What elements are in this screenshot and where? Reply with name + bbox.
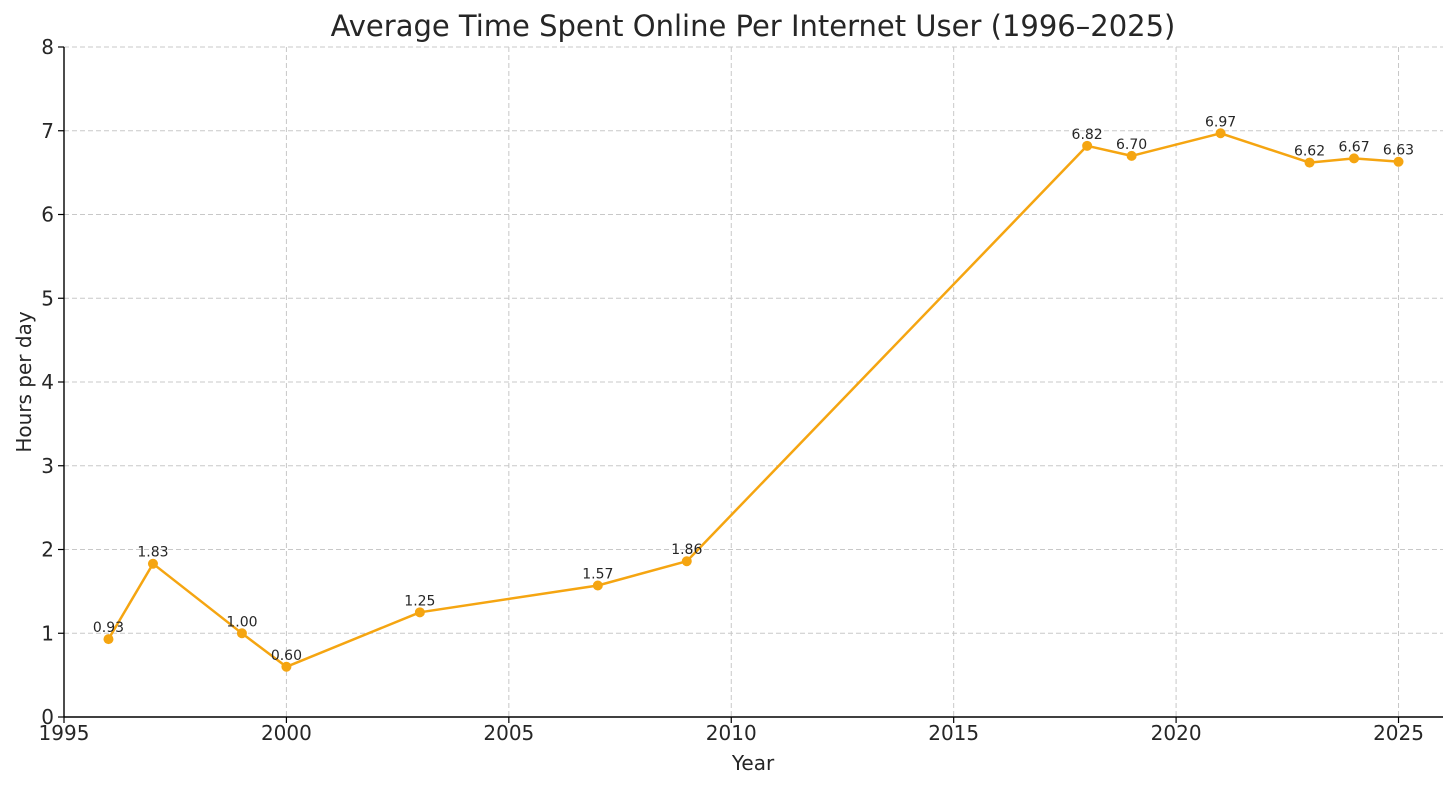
grid xyxy=(63,46,1443,717)
data-point xyxy=(1215,128,1226,139)
data-label: 6.67 xyxy=(1338,139,1369,155)
x-axis-label: Year xyxy=(731,751,775,775)
series-line xyxy=(107,132,1399,669)
data-point xyxy=(1349,153,1360,164)
chart-title: Average Time Spent Online Per Internet U… xyxy=(331,9,1176,43)
y-tick-label: 4 xyxy=(41,370,54,394)
x-tick-label: 2025 xyxy=(1373,721,1424,745)
data-point xyxy=(414,607,425,618)
y-tick-label: 2 xyxy=(41,538,54,562)
data-point xyxy=(1082,140,1093,151)
data-point xyxy=(1126,150,1137,161)
y-tick-label: 0 xyxy=(41,705,54,729)
x-tick-label: 1995 xyxy=(39,721,90,745)
y-tick-label: 8 xyxy=(41,35,54,59)
x-axis-ticks: 1995 2000 2005 2010 2015 2020 2025 xyxy=(39,717,1424,745)
y-tick-label: 5 xyxy=(41,286,54,310)
data-label: 6.62 xyxy=(1294,144,1325,160)
data-label: 6.82 xyxy=(1072,127,1103,143)
data-labels: 0.93 1.83 1.00 0.60 1.25 1.57 1.86 6.82 6.70 6.97… xyxy=(93,114,1414,663)
data-label: 1.86 xyxy=(671,542,702,558)
data-point xyxy=(681,556,692,567)
data-point xyxy=(236,628,247,639)
data-label: 0.93 xyxy=(93,620,124,636)
data-label: 6.97 xyxy=(1205,114,1236,130)
data-label: 1.25 xyxy=(404,593,435,609)
data-label: 6.70 xyxy=(1116,137,1147,153)
data-point xyxy=(147,558,158,569)
data-point xyxy=(103,634,114,645)
data-label: 0.60 xyxy=(271,648,302,664)
y-axis-label: Hours per day xyxy=(12,311,36,452)
data-label: 6.63 xyxy=(1383,143,1414,159)
y-tick-label: 1 xyxy=(41,621,54,645)
x-tick-label: 2010 xyxy=(706,721,757,745)
y-tick-label: 3 xyxy=(41,454,54,478)
x-tick-label: 2005 xyxy=(483,721,534,745)
y-tick-label: 7 xyxy=(41,119,54,143)
x-tick-label: 2020 xyxy=(1151,721,1202,745)
data-point xyxy=(1393,156,1404,167)
data-point xyxy=(592,580,603,591)
y-axis-ticks: 0 1 2 3 4 5 6 7 8 xyxy=(41,35,64,729)
x-tick-label: 2000 xyxy=(261,721,312,745)
data-point xyxy=(1304,157,1315,168)
series-group xyxy=(103,128,1404,672)
data-label: 1.83 xyxy=(137,545,168,561)
data-point xyxy=(281,661,292,672)
y-tick-label: 6 xyxy=(41,203,54,227)
x-tick-label: 2015 xyxy=(928,721,979,745)
data-label: 1.00 xyxy=(226,614,257,630)
data-label: 1.57 xyxy=(582,567,613,583)
